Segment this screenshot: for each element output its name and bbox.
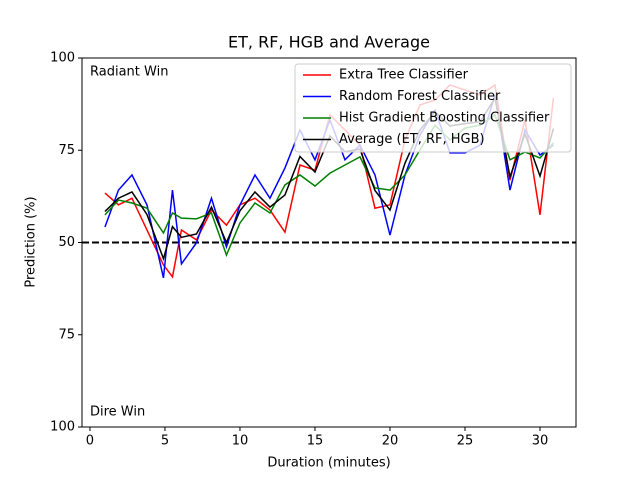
- chart-title: ET, RF, HGB and Average: [228, 33, 430, 52]
- y-tick-label: 100: [50, 51, 75, 66]
- legend-label: Random Forest Classifier: [339, 89, 501, 104]
- y-tick-label: 75: [58, 327, 75, 342]
- x-tick-label: 0: [86, 434, 94, 449]
- x-tick-label: 15: [307, 434, 324, 449]
- y-tick-label: 75: [58, 143, 75, 158]
- x-tick-label: 25: [457, 434, 474, 449]
- annotation: Dire Win: [90, 405, 145, 420]
- plot-frame: [81, 57, 577, 428]
- annotation: Radiant Win: [90, 65, 168, 80]
- legend-label: Extra Tree Classifier: [339, 68, 469, 83]
- legend-label: Average (ET, RF, HGB): [339, 132, 485, 147]
- y-axis-label: Prediction (%): [24, 196, 39, 287]
- x-tick-label: 30: [532, 434, 549, 449]
- x-tick-label: 10: [232, 434, 249, 449]
- y-tick-label: 50: [58, 235, 75, 250]
- x-axis-label: Duration (minutes): [267, 456, 390, 471]
- legend-box: [294, 63, 572, 153]
- y-tick-label: 100: [50, 420, 75, 435]
- legend-label: Hist Gradient Boosting Classifier: [339, 111, 550, 126]
- x-tick-label: 5: [161, 434, 169, 449]
- x-tick-label: 20: [382, 434, 399, 449]
